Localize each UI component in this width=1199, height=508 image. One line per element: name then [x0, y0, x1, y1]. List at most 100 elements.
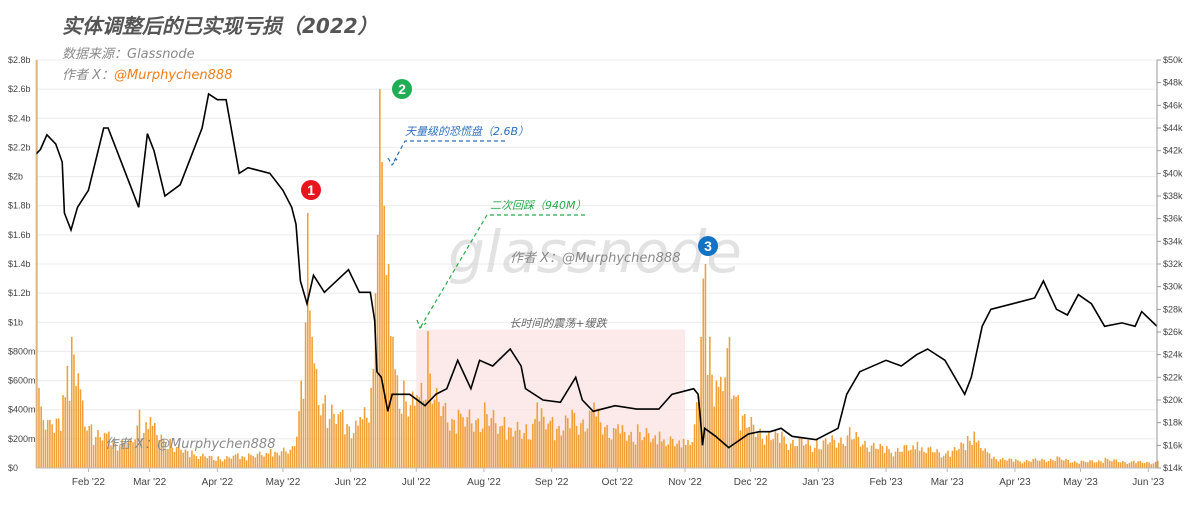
loss-bar: [886, 446, 888, 468]
loss-bar: [995, 459, 997, 468]
loss-bar: [433, 399, 436, 468]
x-tick-label: Jul '22: [402, 477, 431, 488]
loss-bar: [789, 443, 792, 468]
loss-bar: [958, 449, 960, 468]
chart-author: 作者 X：@Murphychen888: [62, 64, 232, 83]
loss-bar: [973, 431, 976, 468]
loss-bar: [623, 431, 626, 468]
loss-bar: [1122, 461, 1124, 468]
loss-bar: [510, 427, 512, 468]
x-tick-label: Apr '22: [202, 477, 234, 488]
loss-bar: [645, 428, 648, 468]
loss-bar: [663, 439, 665, 468]
loss-bar: [422, 400, 425, 468]
x-tick-label: Mar '23: [931, 477, 964, 488]
loss-bar: [534, 418, 536, 468]
loss-bar: [97, 430, 99, 468]
loss-bar: [282, 447, 285, 468]
loss-bar: [619, 433, 622, 468]
loss-bar: [953, 447, 956, 468]
loss-bar: [719, 376, 722, 468]
loss-bar: [298, 411, 300, 468]
marker-1: 1: [301, 180, 321, 200]
loss-bar: [783, 436, 785, 468]
loss-bar: [855, 432, 858, 468]
loss-bar: [112, 439, 115, 468]
loss-bar: [960, 442, 962, 468]
loss-bar: [499, 426, 501, 468]
loss-bar: [57, 418, 60, 468]
loss-bar: [228, 457, 230, 468]
loss-bar: [1017, 460, 1019, 468]
loss-bar: [477, 418, 479, 468]
loss-bar: [38, 387, 40, 468]
loss-bar: [223, 459, 226, 468]
loss-bar: [151, 425, 154, 468]
loss-bar: [883, 452, 886, 468]
loss-bar: [361, 419, 364, 468]
loss-bar: [595, 416, 597, 468]
loss-bar: [901, 451, 903, 468]
loss-bar: [1049, 458, 1052, 468]
loss-bar: [1008, 458, 1010, 468]
loss-bar: [665, 446, 667, 468]
loss-bar: [459, 413, 462, 468]
left-tick-label: $200m: [8, 434, 36, 444]
loss-bar: [379, 89, 381, 469]
loss-bar: [822, 440, 825, 468]
loss-bar: [101, 440, 104, 468]
loss-bar: [774, 430, 777, 468]
loss-bar: [547, 423, 549, 468]
loss-bar: [606, 425, 608, 468]
loss-bar: [868, 451, 871, 468]
loss-bar: [691, 441, 694, 468]
loss-bar: [414, 405, 416, 468]
marker-3: 3: [698, 236, 718, 256]
loss-bar: [276, 452, 278, 468]
loss-bar: [1058, 457, 1061, 468]
x-tick-label: Oct '22: [602, 477, 634, 488]
loss-bar: [741, 415, 744, 468]
loss-bar: [929, 446, 932, 468]
loss-bar: [145, 422, 147, 468]
loss-bar: [820, 449, 823, 468]
loss-bar: [68, 400, 71, 468]
loss-bar: [381, 162, 383, 468]
right-tick-label: $18k: [1163, 418, 1183, 428]
loss-bar: [1047, 460, 1050, 468]
loss-bar: [715, 380, 718, 468]
loss-bar: [66, 366, 69, 468]
loss-bar: [916, 441, 919, 468]
loss-bar: [829, 442, 831, 468]
loss-bar: [857, 436, 860, 468]
loss-bar: [940, 457, 943, 468]
loss-bar: [569, 428, 571, 468]
loss-bar: [1150, 464, 1153, 468]
loss-bar: [241, 456, 243, 468]
loss-bar: [186, 451, 189, 468]
loss-bar: [429, 373, 431, 468]
loss-bar: [955, 450, 958, 468]
loss-bar: [1104, 457, 1107, 468]
loss-bar: [1045, 462, 1048, 468]
loss-bar: [1157, 460, 1159, 468]
loss-bar: [175, 447, 178, 468]
loss-bar: [542, 416, 545, 468]
loss-bar: [842, 443, 844, 468]
left-tick-label: $2b: [8, 172, 23, 182]
annotation-range: 长时间的震荡+缓跌: [509, 317, 608, 330]
loss-bar: [827, 444, 829, 468]
loss-bar: [449, 430, 451, 468]
loss-bar: [516, 421, 519, 468]
loss-bar: [1119, 462, 1122, 468]
loss-bar: [1025, 459, 1028, 468]
loss-bar: [1039, 460, 1041, 468]
loss-bar: [1102, 462, 1104, 468]
loss-bar: [969, 440, 971, 468]
loss-bar: [444, 402, 447, 468]
loss-bar: [158, 439, 160, 468]
loss-bar: [844, 446, 847, 468]
loss-bar: [695, 402, 698, 468]
price-line: [35, 92, 1158, 449]
loss-bar: [626, 440, 628, 468]
